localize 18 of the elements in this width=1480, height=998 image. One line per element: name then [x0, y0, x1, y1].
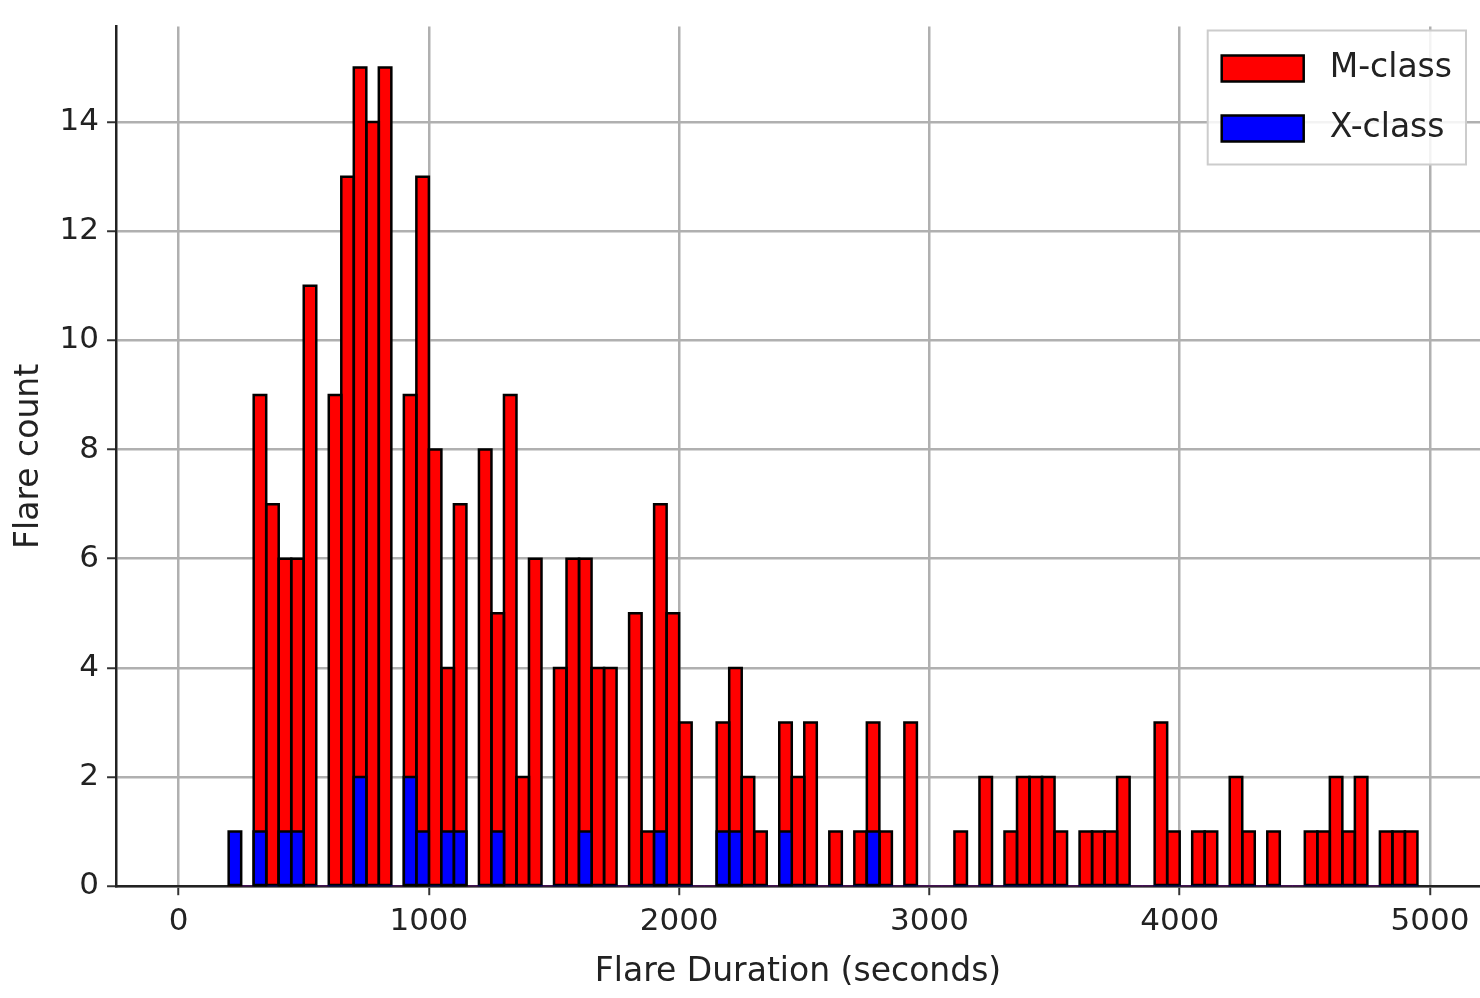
y-axis-title: Flare count — [7, 363, 47, 549]
legend-label: M-class — [1329, 46, 1453, 86]
x-tick-label: 2000 — [639, 900, 719, 937]
x-tick-label: 3000 — [889, 900, 969, 937]
x-tick-label: 5000 — [1390, 900, 1470, 937]
y-tick-label: 6 — [79, 537, 100, 574]
y-tick-label: 2 — [79, 756, 100, 793]
y-tick-label: 10 — [59, 319, 100, 356]
y-tick-label: 12 — [59, 210, 100, 247]
y-tick-label: 8 — [79, 428, 100, 465]
x-tick-label: 0 — [168, 900, 189, 937]
y-tick-label: 0 — [79, 865, 100, 902]
y-tick-label: 14 — [59, 101, 100, 138]
x-tick-label: 4000 — [1140, 900, 1220, 937]
x-tick-label: 1000 — [389, 900, 469, 937]
y-tick-label: 4 — [79, 646, 100, 683]
x-axis-title: Flare Duration (seconds) — [594, 949, 1002, 989]
legend-label: X-class — [1329, 106, 1445, 146]
